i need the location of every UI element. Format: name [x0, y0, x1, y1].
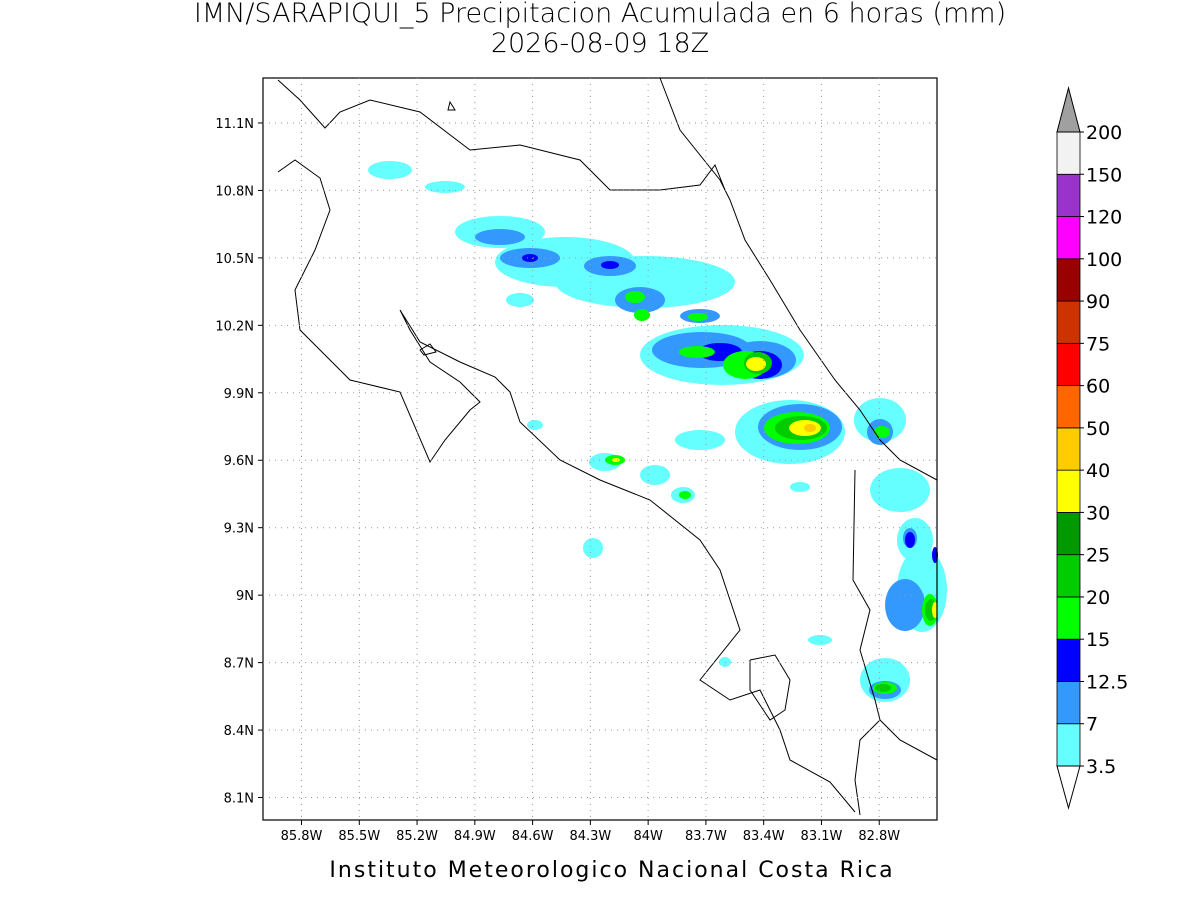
- footer: Instituto Meteorologico Nacional Costa R…: [329, 858, 894, 883]
- lat-tick-label: 10.5N: [215, 252, 254, 267]
- coastlines: [277, 77, 938, 816]
- colorbar-segment: [1056, 596, 1081, 640]
- colorbar-segment: [1056, 385, 1081, 429]
- colorbar-segment: [1056, 554, 1081, 598]
- colorbar-label: 20: [1086, 587, 1110, 609]
- lon-tick-label: 83.1W: [801, 829, 843, 844]
- colorbar-segment: [1056, 300, 1081, 344]
- colorbar-label: 60: [1086, 376, 1110, 398]
- colorbar-label: 100: [1086, 249, 1122, 271]
- lat-tick-label: 8.7N: [224, 657, 254, 672]
- colorbar-label: 50: [1086, 418, 1110, 440]
- colorbar-label: 150: [1086, 164, 1122, 186]
- colorbar-segment: [1056, 723, 1081, 767]
- lon-tick-label: 85.2W: [396, 829, 438, 844]
- lat-tick-label: 10.2N: [215, 319, 254, 334]
- colorbar-segment: [1056, 173, 1081, 217]
- colorbar-label: 40: [1086, 460, 1110, 482]
- lon-tick-label: 84.6W: [512, 829, 554, 844]
- colorbar-label: 25: [1086, 545, 1110, 567]
- colorbar-label: 30: [1086, 502, 1110, 524]
- colorbar-segment: [1056, 638, 1081, 682]
- lon-tick-label: 85.5W: [338, 829, 380, 844]
- lat-tick-label: 11.1N: [215, 117, 254, 132]
- colorbar-segment: [1056, 427, 1081, 471]
- colorbar-label: 75: [1086, 333, 1110, 355]
- colorbar-label: 3.5: [1086, 756, 1116, 778]
- lon-tick-label: 83.7W: [685, 829, 727, 844]
- colorbar-segment: [1056, 512, 1081, 556]
- colorbar-label: 15: [1086, 629, 1110, 651]
- colorbar-over: [1056, 86, 1081, 133]
- lat-tick-label: 10.8N: [215, 184, 254, 199]
- colorbar-segment: [1056, 681, 1081, 725]
- precipitation-field: [368, 161, 947, 702]
- colorbar-segment: [1056, 258, 1081, 302]
- colorbar-label: 200: [1086, 122, 1122, 144]
- map-frame: [262, 77, 938, 821]
- lat-tick-label: 9N: [236, 589, 254, 604]
- lat-tick-label: 9.9N: [224, 387, 254, 402]
- precip-40: [804, 424, 816, 432]
- lon-tick-label: 84W: [633, 829, 663, 844]
- colorbar-segment: [1056, 342, 1081, 387]
- precip-3-5: [368, 161, 947, 702]
- colorbar-label: 12.5: [1086, 671, 1128, 693]
- lon-tick-label: 84.3W: [569, 829, 611, 844]
- lat-tick-label: 8.4N: [224, 724, 254, 739]
- colorbar-segment: [1056, 216, 1081, 260]
- lon-tick-label: 82.8W: [858, 829, 900, 844]
- lon-tick-label: 84.9W: [454, 829, 496, 844]
- colorbar-label: 90: [1086, 291, 1110, 313]
- colorbar-label: 120: [1086, 207, 1122, 229]
- lat-tick-label: 8.1N: [224, 792, 254, 807]
- colorbar-label: 7: [1086, 714, 1098, 736]
- colorbar-under: [1056, 765, 1081, 810]
- lat-tick-label: 9.6N: [224, 454, 254, 469]
- lat-tick-label: 9.3N: [224, 522, 254, 537]
- lon-tick-label: 83.4W: [743, 829, 785, 844]
- colorbar-segment: [1056, 131, 1081, 175]
- title: IMN/SARAPIQUI_5 Precipitacion Acumulada …: [194, 0, 1006, 29]
- colorbar-segment: [1056, 469, 1081, 513]
- subtitle: 2026-08-09 18Z: [491, 28, 709, 59]
- lon-tick-label: 85.8W: [281, 829, 323, 844]
